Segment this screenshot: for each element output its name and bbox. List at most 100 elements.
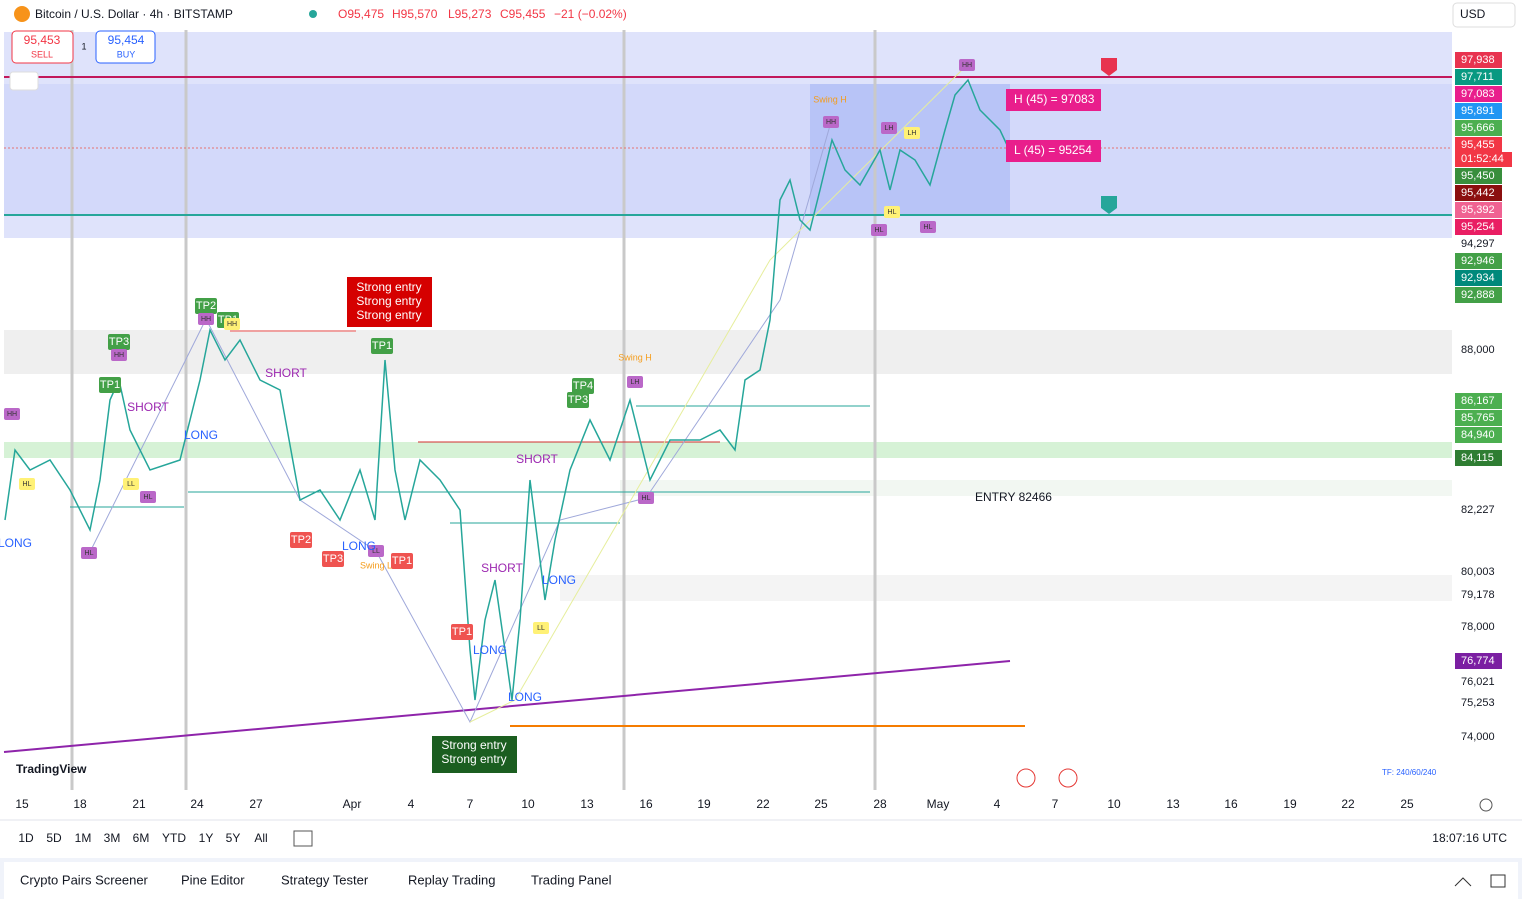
strong-entry: Strong entry xyxy=(356,308,421,322)
annotation-tag xyxy=(959,59,975,71)
annotation: LH xyxy=(631,379,640,386)
annotation-tag xyxy=(224,318,240,330)
timeframe[interactable]: 1Y xyxy=(199,831,214,845)
timeframe[interactable]: 5D xyxy=(46,831,62,845)
annotation: HH xyxy=(201,316,211,323)
high-label: H (45) = 97083 xyxy=(1014,92,1095,106)
annotation-tag xyxy=(19,478,35,490)
collapse-button[interactable] xyxy=(9,71,39,91)
tabs: Crypto Pairs Screener Pine Editor Strategy… xyxy=(20,872,612,887)
event-icon[interactable] xyxy=(1058,768,1078,788)
signal: SHORT xyxy=(516,452,558,466)
price-tag xyxy=(1455,86,1502,102)
price-label: 92,946 xyxy=(1461,255,1495,267)
annotation-tag xyxy=(322,551,344,567)
annotation: LH xyxy=(885,125,894,132)
settings-icon[interactable] xyxy=(1479,798,1493,812)
price-tag xyxy=(1455,185,1502,201)
header-bar xyxy=(0,0,1522,30)
price-label: 95,891 xyxy=(1461,105,1495,117)
signal: LONG xyxy=(184,428,218,442)
price-tag xyxy=(1455,427,1502,443)
date-label: 7 xyxy=(1052,797,1059,811)
price-label: 92,934 xyxy=(1461,272,1495,284)
tab[interactable]: Pine Editor xyxy=(181,872,245,887)
flag xyxy=(1101,58,1117,76)
timeframe[interactable]: 3M xyxy=(104,831,121,845)
timeframe[interactable]: All xyxy=(254,831,267,845)
price-label: 80,003 xyxy=(1461,566,1495,578)
price-label: 85,765 xyxy=(1461,412,1495,424)
annotation-tag xyxy=(884,206,900,218)
expand-icon[interactable] xyxy=(1454,877,1472,887)
buy-price: 95,454 xyxy=(108,33,145,47)
annotation: HH xyxy=(962,62,972,69)
timeframe[interactable]: 1D xyxy=(18,831,34,845)
timeframe[interactable]: YTD xyxy=(162,831,186,845)
price-tag xyxy=(1455,103,1502,119)
buy-button[interactable] xyxy=(95,30,156,64)
price-tag xyxy=(1455,52,1502,68)
date-label: 24 xyxy=(190,797,204,811)
price-label: 74,000 xyxy=(1461,731,1495,743)
date-label: 4 xyxy=(994,797,1001,811)
price-label: 97,938 xyxy=(1461,54,1495,66)
tab[interactable]: Trading Panel xyxy=(531,872,612,887)
price-label: 95,254 xyxy=(1461,221,1495,233)
strong-entry: Strong entry xyxy=(441,752,506,766)
annotation: HL xyxy=(144,494,153,501)
timeframe[interactable]: 5Y xyxy=(226,831,241,845)
symbol[interactable]: Bitcoin / U.S. Dollar · 4h · BITSTAMP xyxy=(35,7,233,21)
signal: SHORT xyxy=(481,561,523,575)
ohlc-value: C95,455 xyxy=(500,7,546,21)
annotation: TP1 xyxy=(452,626,472,638)
price-label: 84,940 xyxy=(1461,429,1495,441)
strong-entry: Strong entry xyxy=(356,294,421,308)
timeframe[interactable]: 1M xyxy=(75,831,92,845)
price-label: 92,888 xyxy=(1461,289,1495,301)
tab[interactable]: Strategy Tester xyxy=(281,872,369,887)
price-tag xyxy=(1455,410,1502,426)
low-label: L (45) = 95254 xyxy=(1014,143,1092,157)
price-tag xyxy=(1455,253,1502,269)
annotation: LL xyxy=(537,625,545,632)
time-scale: 15 18 21 24 27 Apr 4 7 10 13 16 19 22 25 28 May 4 7 10 13 16… xyxy=(15,797,1414,811)
sell-button[interactable] xyxy=(11,30,74,64)
tf-note: TF: 240/60/240 xyxy=(1382,768,1437,777)
annotation: TP2 xyxy=(196,300,216,312)
annotation-tag xyxy=(871,224,887,236)
price-tag xyxy=(1455,270,1502,286)
annotation: HL xyxy=(642,495,651,502)
tab[interactable]: Crypto Pairs Screener xyxy=(20,872,149,887)
annotation-tag xyxy=(99,377,121,393)
date-range-icon[interactable] xyxy=(293,830,313,847)
signal: LONG xyxy=(473,643,507,657)
timeframe[interactable]: 6M xyxy=(133,831,150,845)
sell-price: 95,453 xyxy=(24,33,61,47)
annotation: TP2 xyxy=(291,534,311,546)
annotation-tag xyxy=(195,298,217,314)
annotation-tag xyxy=(111,349,127,361)
date-label: 22 xyxy=(756,797,770,811)
date-label: 21 xyxy=(132,797,146,811)
trend-line xyxy=(3,660,1011,753)
tab-bar xyxy=(4,862,1518,899)
date-label: 28 xyxy=(873,797,887,811)
zone xyxy=(560,575,1452,601)
currency-select[interactable] xyxy=(1452,2,1516,28)
ohlc: O95,475 H95,570 L95,273 C95,455 −21 (−0.02%) xyxy=(338,7,627,21)
event-icon[interactable] xyxy=(1016,768,1036,788)
annotations: TP3TP1TP2TP1TP1TP4TP3TP2TP3TP1TP1HHHHHHH… xyxy=(0,59,975,704)
annotation-tag xyxy=(572,378,594,394)
tab[interactable]: Replay Trading xyxy=(408,872,495,887)
annotation-tag xyxy=(198,313,214,325)
clock: 18:07:16 UTC xyxy=(1432,831,1507,845)
price-label: 76,774 xyxy=(1461,655,1495,667)
maximize-icon[interactable] xyxy=(1490,874,1506,888)
date-label: 10 xyxy=(521,797,535,811)
annotation: LL xyxy=(127,481,135,488)
annotation: HL xyxy=(875,227,884,234)
annotation: HH xyxy=(7,411,17,418)
date-label: 13 xyxy=(1166,797,1180,811)
signal: LONG xyxy=(508,690,542,704)
